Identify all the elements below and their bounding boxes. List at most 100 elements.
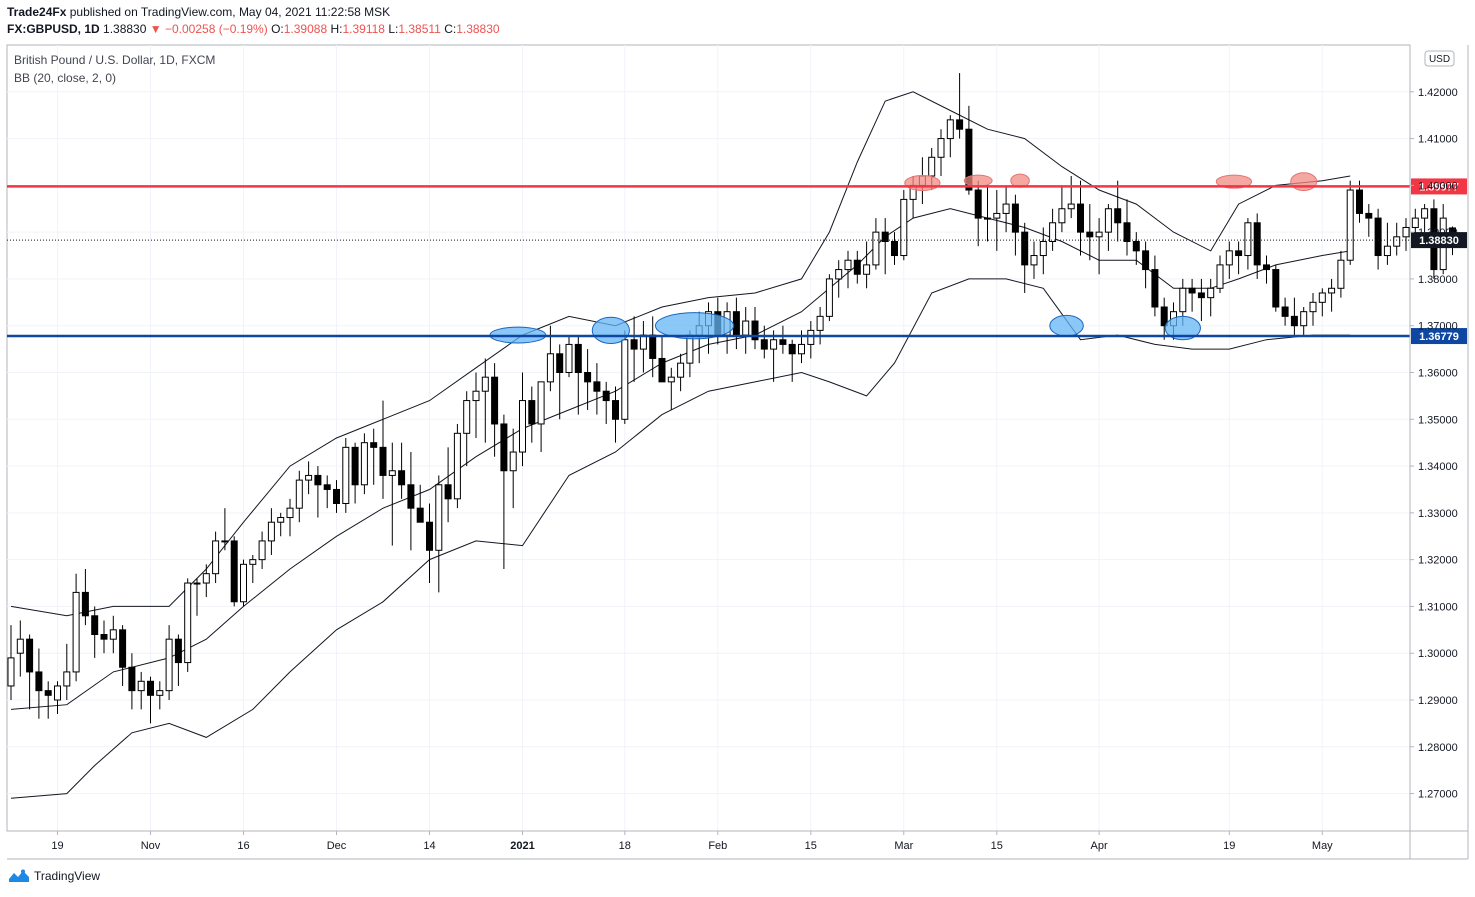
candle-body-up: [1393, 236, 1401, 247]
candle: [667, 367, 675, 410]
legend-indicator[interactable]: BB (20, close, 2, 0): [14, 71, 117, 85]
candle: [612, 386, 619, 443]
candle: [184, 578, 192, 672]
candle-body-up: [1300, 311, 1308, 327]
candle: [1393, 222, 1401, 256]
candle: [1011, 194, 1019, 256]
open-value: 1.39088: [283, 22, 328, 36]
candle: [602, 381, 610, 424]
candle-body-up: [1067, 203, 1075, 210]
candle: [221, 508, 229, 551]
candle-body-down: [1281, 306, 1289, 317]
candle: [119, 625, 127, 686]
candle-body-down: [630, 339, 638, 350]
candle-body-down: [1114, 208, 1122, 224]
author-name[interactable]: Trade24Fx: [7, 5, 67, 19]
candle: [1030, 241, 1038, 279]
candle-body-up: [937, 138, 945, 158]
candle: [370, 428, 378, 485]
candle: [1290, 297, 1298, 336]
candle: [351, 442, 359, 504]
support-price-label: 1.36779: [1419, 331, 1459, 343]
low-value: 1.38511: [398, 22, 441, 36]
candle: [63, 643, 71, 700]
candle-body-up: [984, 217, 991, 220]
y-tick-label: 1.33000: [1418, 508, 1458, 520]
candle: [314, 466, 322, 518]
candle-body-down: [1290, 315, 1298, 327]
candle-body-up: [1095, 231, 1103, 238]
candle: [91, 606, 99, 658]
publish-info: Trade24Fx published on TradingView.com, …: [7, 5, 390, 19]
candle: [1207, 278, 1215, 317]
footer-brand[interactable]: TradingView: [34, 869, 101, 883]
plot-area: [6, 44, 1411, 832]
candle: [974, 180, 982, 247]
candle-body-down: [416, 507, 424, 523]
candle: [258, 531, 266, 569]
candle-body-down: [407, 484, 415, 509]
candle: [481, 358, 489, 443]
candle-body-up: [807, 329, 815, 345]
candle: [528, 386, 536, 443]
candle-body-up: [1383, 245, 1391, 257]
x-tick-label: 16: [237, 840, 249, 852]
candle-body-up: [1318, 292, 1326, 303]
candle-body-down: [751, 320, 759, 341]
candle-body-down: [1160, 306, 1168, 327]
candle-body-up: [1030, 255, 1038, 266]
candle: [956, 73, 964, 139]
y-tick-label: 1.37000: [1418, 321, 1458, 333]
candle: [267, 508, 275, 555]
candle-body-up: [16, 638, 24, 654]
candle-body-down: [444, 484, 452, 500]
candle: [1086, 204, 1094, 261]
legend-title: British Pound / U.S. Dollar, 1D, FXCM: [14, 53, 216, 67]
candle-body-up: [816, 315, 824, 331]
bb-upper-line: [10, 91, 1351, 617]
support-touch-marker: [654, 312, 735, 340]
currency-selector[interactable]: USD: [1424, 50, 1455, 67]
candle: [1188, 278, 1196, 312]
candle-body-down: [128, 666, 136, 692]
candle-body-down: [1253, 222, 1261, 266]
candle-body-up: [825, 278, 833, 317]
candle: [1197, 278, 1205, 322]
candle-body-down: [760, 339, 768, 350]
candle-body-down: [732, 311, 740, 336]
candle-body-down: [593, 381, 601, 392]
candle-body-up: [1179, 287, 1187, 313]
candle-body-down: [788, 343, 796, 355]
x-tick-label: 15: [805, 840, 817, 852]
candle: [1337, 250, 1345, 298]
candle-body-down: [1086, 231, 1094, 238]
candle-body-down: [974, 189, 982, 219]
candle-body-up: [1058, 208, 1066, 224]
candle: [323, 475, 331, 509]
currency-box: [1424, 50, 1455, 67]
candle-body-down: [500, 423, 508, 472]
x-tick-label: 19: [1223, 840, 1235, 852]
candle: [1132, 232, 1140, 265]
candle: [1095, 218, 1103, 275]
candle-body-up: [156, 690, 164, 696]
candle: [881, 218, 889, 275]
candle-body-down: [426, 521, 433, 551]
candle-body-down: [1132, 241, 1140, 252]
candle-body-down: [1272, 269, 1280, 308]
candle-body-down: [1365, 212, 1373, 219]
candle-body-down: [956, 119, 964, 130]
candle: [342, 438, 350, 513]
candle-body-down: [100, 634, 108, 640]
candle: [26, 634, 34, 710]
candle-body-down: [779, 339, 787, 345]
y-tick-label: 1.27000: [1418, 789, 1458, 801]
candle: [388, 442, 396, 546]
candle: [770, 330, 778, 382]
candle: [1244, 218, 1252, 270]
candle: [416, 484, 424, 523]
candle-body-down: [965, 128, 973, 191]
candle-body-up: [900, 198, 908, 257]
candle-body-down: [26, 638, 34, 673]
